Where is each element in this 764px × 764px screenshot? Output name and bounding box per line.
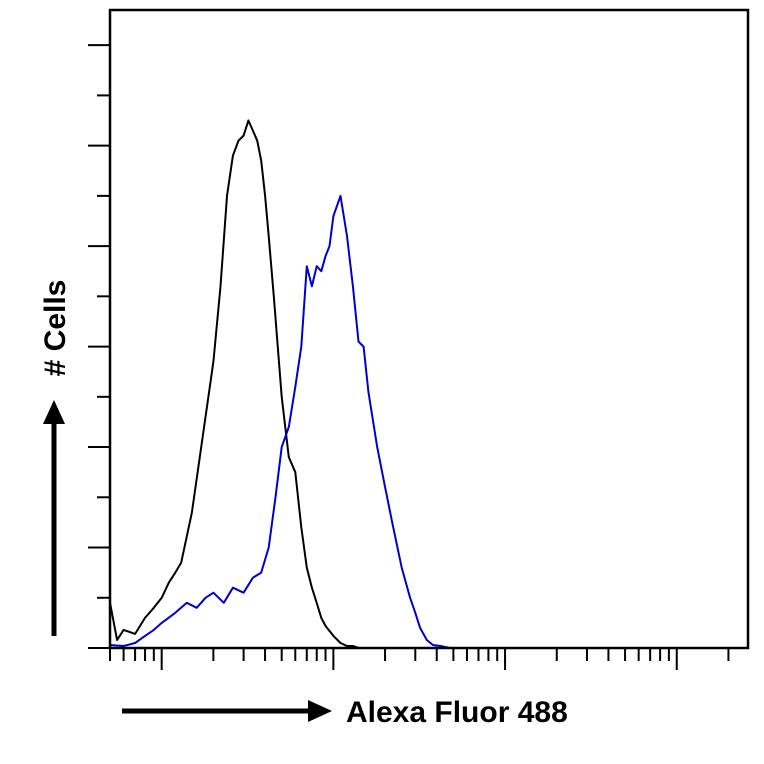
y-axis-label: # Cells [39, 280, 72, 377]
series-layer [109, 119, 451, 649]
y-axis-arrow [43, 400, 65, 636]
control-histogram-line [109, 119, 378, 649]
sample-histogram-line [109, 194, 451, 649]
x-axis-ticks [109, 648, 730, 670]
y-axis-ticks [88, 44, 110, 649]
x-axis-arrow [122, 700, 332, 722]
plot-frame [108, 8, 750, 650]
x-axis-label: Alexa Fluor 488 [346, 696, 568, 729]
